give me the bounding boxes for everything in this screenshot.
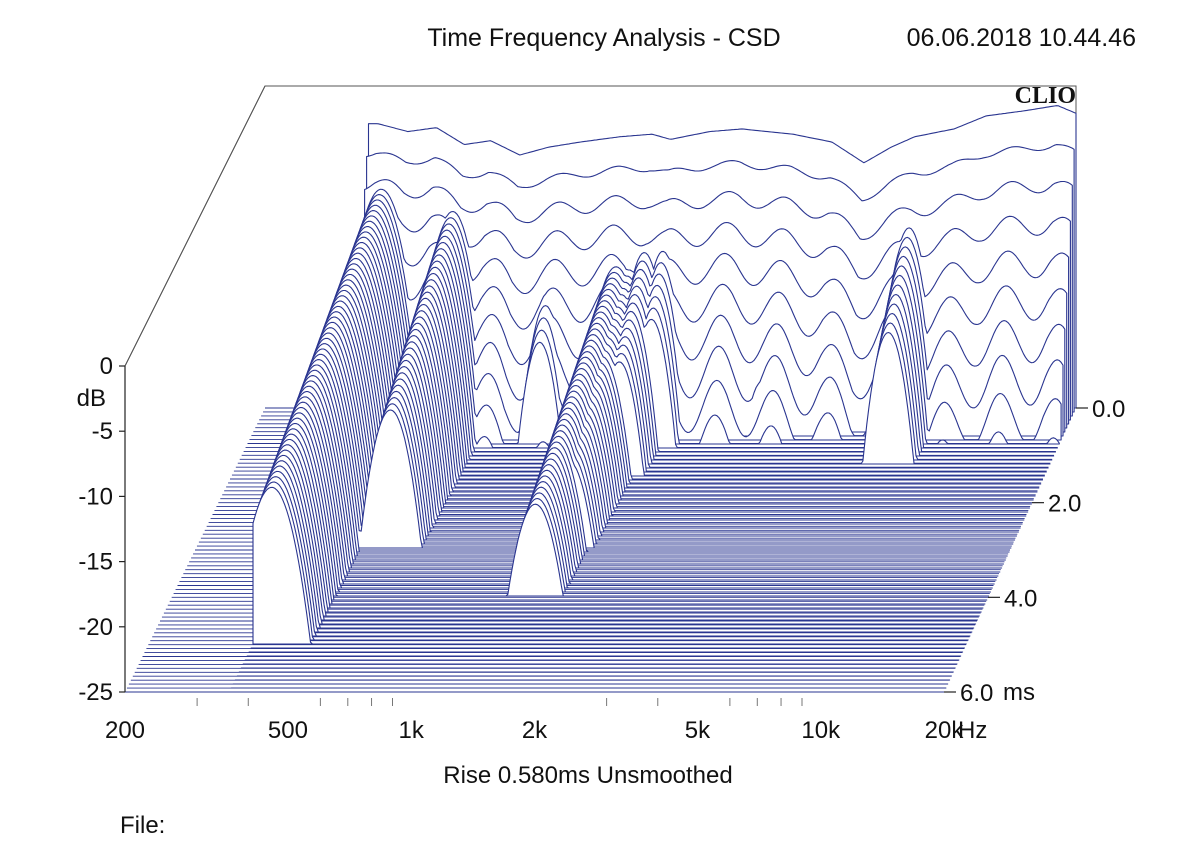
db-tick-label: -5 (92, 418, 113, 445)
waterfall-slice (266, 449, 980, 617)
frequency-tick-label: 2k (522, 717, 548, 744)
time-tick-label: 2.0 (1048, 491, 1081, 518)
chart-title: Time Frequency Analysis - CSD (427, 24, 780, 52)
time-tick-label: 0.0 (1092, 396, 1125, 423)
clio-logo: CLIO (1015, 83, 1076, 109)
waterfall-slice (297, 364, 1010, 553)
time-axis-unit-label: ms (1003, 679, 1035, 706)
waterfall-slice (254, 481, 969, 641)
waterfall-slice (256, 476, 971, 637)
waterfall-slice (275, 422, 990, 597)
file-label: File: (120, 812, 165, 839)
db-tick-label: -15 (78, 549, 113, 576)
db-tick-label: -10 (78, 483, 113, 510)
frequency-tick-label: 5k (685, 717, 711, 744)
time-tick-label: 4.0 (1004, 585, 1037, 612)
waterfall-slice (299, 359, 1012, 549)
waterfall-slice (262, 460, 977, 625)
frequency-tick-label: 500 (268, 717, 308, 744)
waterfall-slice (260, 465, 975, 629)
settings-label: Rise 0.580ms Unsmoothed (443, 762, 732, 789)
frequency-tick-label: 1k (399, 717, 425, 744)
db-tick-label: 0 (100, 353, 113, 380)
waterfall-slice (281, 406, 995, 585)
frequency-axis-unit-label: Hz (958, 717, 987, 744)
waterfall-slice (293, 375, 1006, 561)
frequency-axis-ticks: 200 500 1k 2k 5k 10k 20k (105, 698, 964, 744)
frequency-tick-label: 20k (925, 717, 965, 744)
waterfall-slice (340, 247, 1051, 465)
waterfall-slice (268, 444, 982, 613)
db-tick-label: -25 (78, 679, 113, 706)
frequency-tick-label: 10k (801, 717, 841, 744)
waterfall-slice (272, 433, 986, 605)
waterfall-slice (252, 486, 967, 645)
waterfall-slice (264, 454, 979, 621)
chart-timestamp: 06.06.2018 10.44.46 (907, 24, 1136, 52)
waterfall-slice (295, 369, 1008, 557)
waterfall-slice (291, 380, 1005, 565)
waterfall-slice (285, 396, 999, 577)
waterfall-slice (279, 412, 993, 589)
frequency-tick-label: 200 (105, 717, 145, 744)
waterfall-slice (277, 417, 992, 593)
left-wall-top-edge (124, 85, 266, 367)
db-tick-label: -20 (78, 614, 113, 641)
db-axis-unit-label: dB (77, 385, 106, 412)
waterfall-slice (283, 401, 997, 581)
waterfall-slice (289, 385, 1003, 569)
time-axis-ticks: 0.0 2.0 4.0 6.0 (944, 396, 1125, 707)
time-tick-label: 6.0 (960, 680, 993, 707)
waterfall-slice (270, 438, 984, 609)
waterfall-slice (287, 391, 1001, 573)
waterfall-slice (258, 470, 973, 633)
waterfall-slice (274, 428, 988, 601)
db-axis-ticks: 0 -5 -10 -15 -20 -25 (78, 353, 125, 706)
waterfall-slices (228, 105, 1077, 693)
